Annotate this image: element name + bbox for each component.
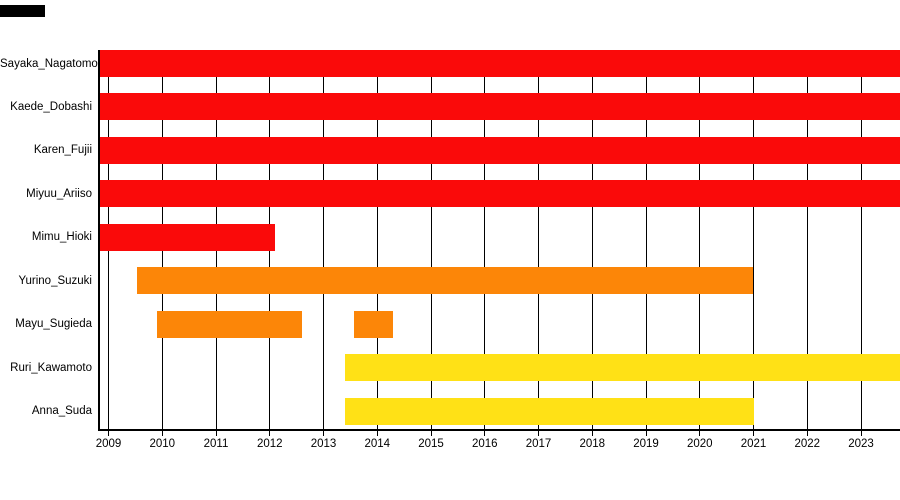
x-tick-mark [269,431,271,436]
gantt-bar-segment [345,354,900,382]
x-tick-mark [860,431,862,436]
x-tick-label: 2022 [794,438,821,450]
row-label: Anna_Suda [31,405,92,418]
x-tick-mark [806,431,808,436]
gantt-bar-segment [156,310,302,338]
gantt-bar-segment [99,50,900,77]
gantt-bar-segment [354,310,394,338]
x-tick-mark [645,431,647,436]
x-tick-mark [161,431,163,436]
x-tick-label: 2017 [525,438,552,450]
year-gridline [806,50,808,430]
row-label: Ruri_Kawamoto [10,361,92,374]
x-tick-mark [538,431,539,436]
x-tick-label: 2009 [95,438,122,450]
year-gridline [376,50,378,430]
x-axis-line [98,429,900,431]
year-gridline [860,50,862,430]
year-gridline [699,50,701,430]
x-tick-label: 2015 [418,438,444,450]
corner-overlay-box [0,5,45,17]
gantt-bar-segment [99,180,900,208]
gantt-bar-segment [99,136,900,164]
row-label: Kaede_Dobashi [10,100,92,113]
x-tick-label: 2013 [310,438,337,450]
x-tick-label: 2012 [256,438,283,450]
y-axis-line [98,50,100,431]
x-tick-label: 2011 [203,438,229,450]
row-label: Sayaka_Nagatomo [0,57,98,70]
x-tick-label: 2010 [149,438,176,450]
x-tick-mark [484,431,486,436]
gantt-bar-segment [345,397,754,425]
year-gridline [430,50,432,430]
row-label: Yurino_Suzuki [18,274,92,287]
year-gridline [484,50,486,430]
x-tick-label: 2016 [471,438,498,450]
x-tick-label: 2021 [740,438,767,450]
x-tick-label: 2019 [633,438,659,450]
gantt-bar-segment [136,267,754,295]
x-tick-mark [430,431,432,436]
row-label: Mimu_Hioki [31,231,92,244]
x-tick-label: 2023 [848,438,874,450]
x-tick-mark [323,431,324,436]
x-tick-label: 2014 [364,438,391,450]
row-label: Karen_Fujii [33,144,92,157]
x-tick-mark [699,431,701,436]
year-gridline [591,50,593,430]
row-label: Mayu_Sugieda [15,318,92,331]
x-tick-mark [215,431,217,436]
year-gridline [538,50,539,430]
x-tick-mark [591,431,593,436]
x-tick-mark [108,431,109,436]
year-gridline [645,50,647,430]
year-gridline [753,50,754,430]
gantt-bar-segment [99,93,900,121]
gantt-bar-segment [99,223,276,251]
x-tick-mark [753,431,754,436]
year-gridline [323,50,324,430]
x-tick-mark [376,431,378,436]
x-tick-label: 2020 [686,438,713,450]
row-label: Miyuu_Ariiso [26,187,92,200]
x-tick-label: 2018 [579,438,606,450]
